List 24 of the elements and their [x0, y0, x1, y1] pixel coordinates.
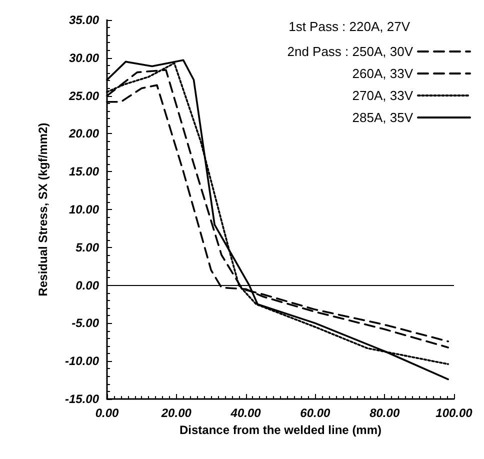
y-tick-label: 30.00 [68, 50, 100, 65]
y-axis-title: Residual Stress, SX (kgf/mm2) [36, 122, 50, 296]
x-tick-label: 20.00 [160, 406, 192, 420]
y-tick-label: 5.00 [76, 240, 100, 254]
legend-label: 260A, 33V [352, 66, 414, 81]
x-tick-label: 60.00 [300, 406, 331, 420]
y-tick-label: 35.00 [68, 13, 100, 27]
x-axis-title: Distance from the welded line (mm) [179, 422, 382, 437]
y-tick-label: 15.00 [68, 164, 100, 179]
y-tick-label: 10.00 [68, 202, 100, 216]
y-tick-label: 0.00 [76, 278, 100, 292]
legend-label: 2nd Pass : 250A, 30V [287, 44, 414, 59]
x-tick-label: 80.00 [370, 406, 400, 420]
x-tick-label: 100.00 [436, 406, 473, 420]
y-tick-label: 25.00 [68, 88, 100, 103]
legend-title: 1st Pass : 220A, 27V [288, 19, 410, 34]
legend-label: 270A, 33V [352, 88, 414, 103]
y-tick-label: -15.00 [64, 392, 100, 406]
legend-label: 285A, 35V [352, 110, 414, 125]
y-tick-label: -10.00 [64, 354, 100, 368]
y-tick-label: 20.00 [68, 126, 100, 141]
y-tick-label: -5.00 [72, 316, 100, 330]
x-tick-label: 0.00 [95, 406, 119, 420]
x-tick-label: 40.00 [230, 406, 262, 420]
